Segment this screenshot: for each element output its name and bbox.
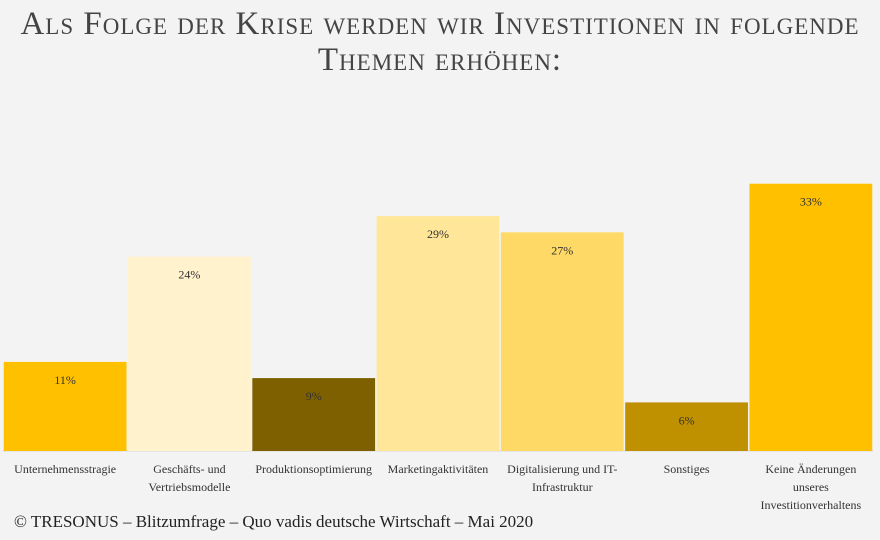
category-label: Sonstiges bbox=[664, 462, 710, 476]
category-label-line: unseres bbox=[793, 480, 829, 494]
category-label-line: Digitalisierung und IT- bbox=[507, 462, 617, 476]
category-label-line: Marketingaktivitäten bbox=[388, 462, 489, 476]
category-label-line: Geschäfts- und bbox=[153, 462, 225, 476]
bar-2 bbox=[128, 256, 251, 451]
footer-credit: © TRESONUS – Blitzumfrage – Quo vadis de… bbox=[14, 512, 534, 531]
bar-3 bbox=[252, 378, 376, 451]
bar-5 bbox=[500, 232, 624, 451]
bar-value-label: 9% bbox=[306, 389, 322, 403]
category-label-line: Unternehmensstragie bbox=[14, 462, 116, 476]
bar-7 bbox=[749, 183, 873, 451]
category-label-line: Sonstiges bbox=[664, 462, 710, 476]
bars-group bbox=[3, 183, 873, 451]
category-label: Produktionsoptimierung bbox=[255, 462, 372, 476]
category-label: Unternehmensstragie bbox=[14, 462, 116, 476]
bar-4 bbox=[376, 216, 500, 451]
bar-value-label: 11% bbox=[54, 373, 76, 387]
chart-title: Als Folge der Krise werden wir Investiti… bbox=[20, 6, 860, 78]
bar-value-label: 24% bbox=[178, 268, 200, 282]
category-label-line: Vertriebsmodelle bbox=[148, 480, 230, 494]
category-label-line: Infrastruktur bbox=[532, 480, 593, 494]
category-label-line: Investitionverhaltens bbox=[761, 498, 862, 512]
category-label: Geschäfts- und Vertriebsmodelle bbox=[148, 462, 230, 494]
category-label: Keine Änderungen unseres Investitionverhal… bbox=[761, 462, 862, 512]
bar-value-label: 29% bbox=[427, 227, 449, 241]
category-label-line: Produktionsoptimierung bbox=[255, 462, 372, 476]
category-labels-group: Unternehmensstragie Geschäfts- und Vertrie… bbox=[14, 462, 861, 512]
bar-value-label: 33% bbox=[800, 195, 822, 209]
bar-value-label: 6% bbox=[679, 413, 695, 427]
category-label: Digitalisierung und IT- Infrastruktur bbox=[507, 462, 617, 494]
bar-6 bbox=[625, 402, 748, 451]
category-label-line: Keine Änderungen bbox=[765, 462, 856, 476]
bar-value-label: 27% bbox=[551, 243, 573, 257]
category-label: Marketingaktivitäten bbox=[388, 462, 489, 476]
value-labels-group: 11% 24% 9% 29% 27% 6% 33% bbox=[54, 195, 821, 428]
bar-1 bbox=[3, 361, 127, 451]
